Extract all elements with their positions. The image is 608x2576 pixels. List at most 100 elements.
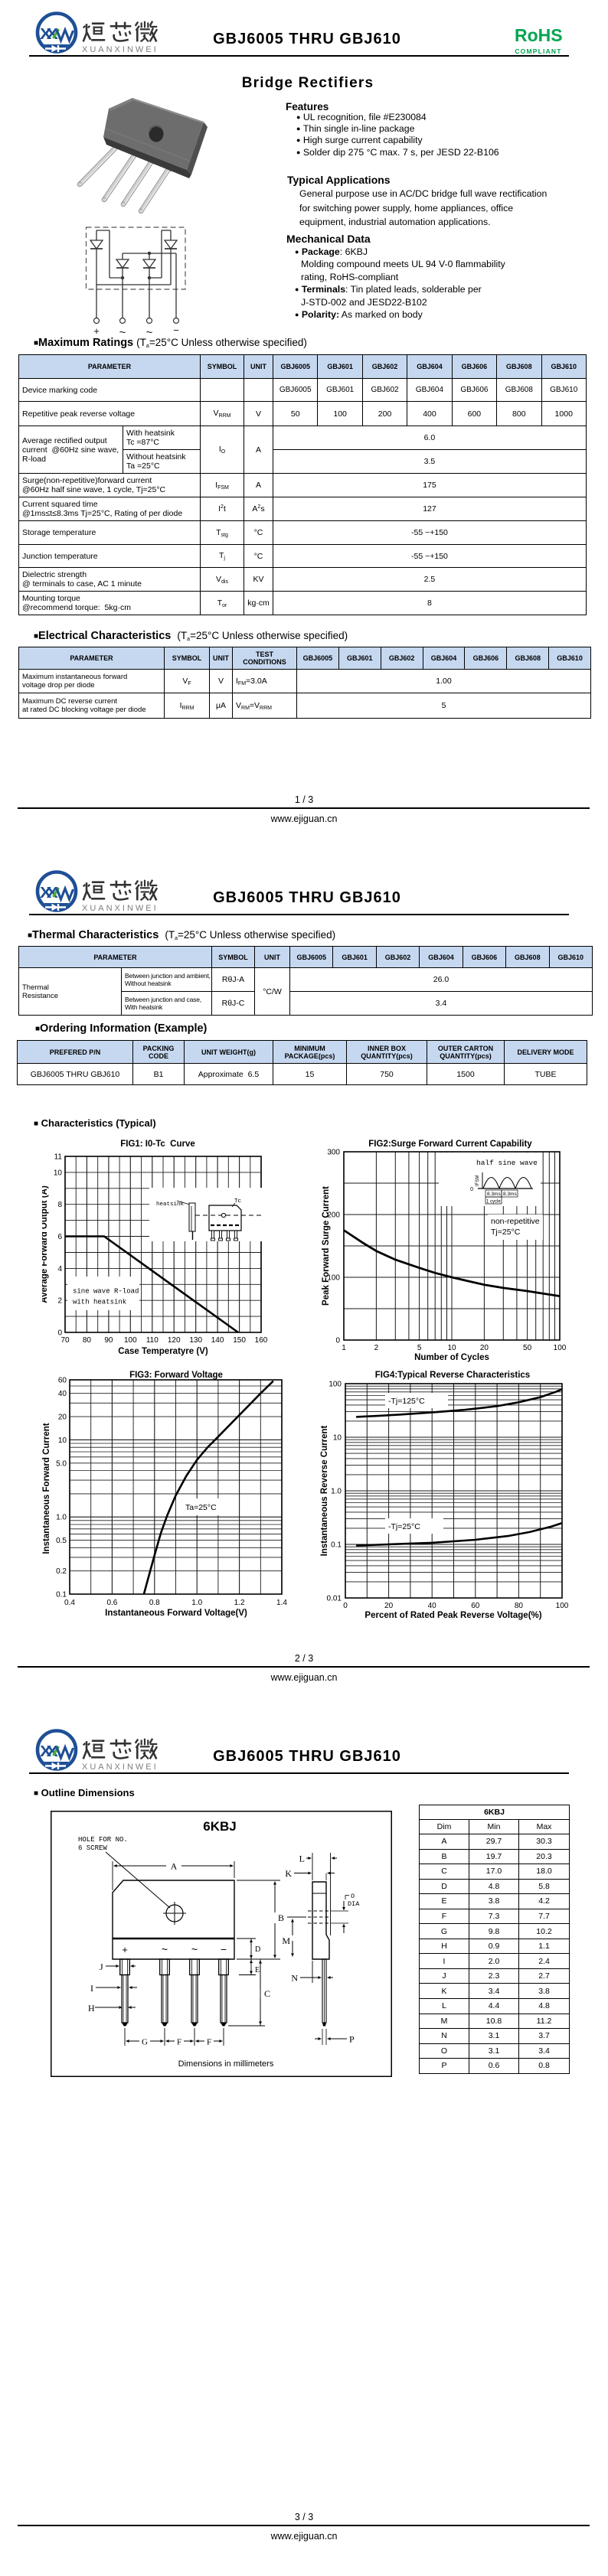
svg-text:DIA: DIA — [348, 1900, 360, 1908]
svg-text:130: 130 — [189, 1336, 202, 1345]
svg-text:6: 6 — [57, 1233, 62, 1241]
svg-text:~: ~ — [119, 326, 126, 339]
svg-text:FIG3: Forward Voltage: FIG3: Forward Voltage — [129, 1371, 223, 1380]
svg-text:0.4: 0.4 — [64, 1599, 75, 1607]
svg-text:10: 10 — [58, 1436, 67, 1445]
svg-text:110: 110 — [146, 1336, 159, 1345]
svg-text:1.2: 1.2 — [234, 1599, 245, 1607]
svg-text:5.0: 5.0 — [56, 1459, 67, 1468]
svg-text:M: M — [282, 1935, 290, 1946]
svg-text:50: 50 — [523, 1344, 532, 1352]
svg-text:120: 120 — [168, 1336, 181, 1345]
svg-text:HOLE FOR NO.: HOLE FOR NO. — [78, 1836, 128, 1844]
svg-text:0.1: 0.1 — [331, 1541, 342, 1550]
svg-text:20: 20 — [58, 1414, 67, 1422]
svg-text:-Tj=125°C: -Tj=125°C — [388, 1397, 425, 1406]
svg-text:10: 10 — [54, 1169, 63, 1177]
svg-text:sine wave R-load: sine wave R-load — [73, 1288, 139, 1296]
svg-text:XUANXINWEI: XUANXINWEI — [82, 904, 159, 913]
svg-text:300: 300 — [327, 1149, 340, 1157]
svg-text:80: 80 — [83, 1336, 92, 1345]
svg-text:1.0: 1.0 — [331, 1488, 342, 1496]
svg-text:C: C — [264, 1988, 270, 1999]
svg-text:20: 20 — [480, 1344, 489, 1352]
svg-text:0.5: 0.5 — [56, 1537, 67, 1545]
svg-text:100: 100 — [124, 1336, 137, 1345]
svg-text:Percent of Rated Peak Reverse: Percent of Rated Peak Reverse Voltage(%) — [364, 1611, 541, 1620]
svg-text:10: 10 — [447, 1344, 456, 1352]
svg-text:0.1: 0.1 — [56, 1591, 67, 1599]
svg-text:2: 2 — [374, 1344, 379, 1352]
svg-text:0.6: 0.6 — [106, 1599, 117, 1607]
svg-text:70: 70 — [60, 1336, 70, 1345]
svg-text:O: O — [351, 1893, 355, 1900]
svg-text:XUANXINWEI: XUANXINWEI — [82, 45, 159, 54]
svg-text:B: B — [278, 1912, 284, 1923]
svg-text:−: − — [173, 324, 179, 336]
svg-text:−: − — [221, 1943, 227, 1955]
svg-text:XUANXINWEI: XUANXINWEI — [82, 1762, 159, 1772]
svg-text:1.4: 1.4 — [276, 1599, 287, 1607]
svg-text:Instantaneous Forward Current: Instantaneous Forward Current — [42, 1423, 51, 1554]
svg-text:A: A — [171, 1861, 178, 1872]
svg-text:0: 0 — [470, 1187, 473, 1192]
svg-text:IFSM: IFSM — [476, 1176, 480, 1186]
svg-text:G: G — [142, 2038, 148, 2047]
svg-text:160: 160 — [255, 1336, 268, 1345]
svg-text:0.01: 0.01 — [327, 1595, 342, 1603]
svg-text:I: I — [90, 1983, 93, 1994]
svg-text:K: K — [285, 1868, 292, 1879]
svg-text:0: 0 — [335, 1337, 340, 1345]
svg-text:100: 100 — [327, 1274, 340, 1283]
svg-text:1.0: 1.0 — [56, 1514, 67, 1522]
svg-text:D: D — [255, 1945, 260, 1954]
svg-text:150: 150 — [233, 1336, 246, 1345]
svg-text:8.3ms: 8.3ms — [487, 1192, 501, 1197]
svg-text:6 SCREW: 6 SCREW — [78, 1844, 107, 1852]
svg-text:8: 8 — [57, 1201, 62, 1209]
svg-text:0.2: 0.2 — [56, 1567, 67, 1576]
svg-text:H: H — [88, 2003, 95, 2014]
svg-text:~: ~ — [162, 1943, 168, 1955]
svg-text:Instantaneous Forward Voltage(: Instantaneous Forward Voltage(V) — [105, 1609, 247, 1618]
svg-text:Instantaneous Reverse Current: Instantaneous Reverse Current — [320, 1426, 329, 1557]
svg-text:J: J — [100, 1961, 103, 1972]
svg-text:Dimensions in millimeters: Dimensions in millimeters — [178, 2059, 274, 2069]
svg-text:1: 1 — [342, 1344, 346, 1352]
svg-text:L: L — [299, 1854, 305, 1864]
svg-text:+: + — [93, 325, 100, 337]
svg-text:0.8: 0.8 — [149, 1599, 160, 1607]
svg-text:100: 100 — [329, 1381, 342, 1389]
svg-text:P: P — [349, 2034, 355, 2045]
svg-text:4: 4 — [57, 1265, 62, 1273]
svg-text:0: 0 — [57, 1329, 62, 1338]
svg-text:140: 140 — [211, 1336, 224, 1345]
svg-text:N: N — [291, 1973, 298, 1984]
svg-text:heatsink: heatsink — [156, 1202, 185, 1208]
svg-text:60: 60 — [58, 1377, 67, 1385]
svg-text:Number of Cycles: Number of Cycles — [414, 1353, 489, 1362]
svg-text:40: 40 — [428, 1602, 437, 1610]
svg-text:1.0: 1.0 — [191, 1599, 202, 1607]
svg-text:non-repetitive: non-repetitive — [491, 1217, 540, 1226]
svg-text:FIG1: I0-Tc Curve: FIG1: I0-Tc Curve — [120, 1140, 195, 1149]
svg-text:Average Forward Output (A): Average Forward Output (A) — [42, 1185, 49, 1303]
svg-text:FIG4:Typical Reverse Character: FIG4:Typical Reverse Characteristics — [375, 1371, 530, 1380]
svg-text:0: 0 — [343, 1602, 348, 1610]
svg-text:1 cycle: 1 cycle — [486, 1200, 501, 1205]
svg-text:11: 11 — [54, 1153, 63, 1162]
svg-text:Tj=25°C: Tj=25°C — [491, 1228, 521, 1237]
svg-text:80: 80 — [515, 1602, 524, 1610]
svg-text:100: 100 — [554, 1344, 567, 1352]
svg-text:Tc: Tc — [234, 1198, 241, 1205]
svg-text:F: F — [177, 2038, 181, 2047]
svg-text:FIG2:Surge Forward Current Cap: FIG2:Surge Forward Current Capability — [368, 1140, 532, 1149]
svg-text:E: E — [255, 1966, 260, 1974]
svg-text:2: 2 — [57, 1297, 62, 1306]
svg-text:90: 90 — [104, 1336, 113, 1345]
svg-text:with heatsink: with heatsink — [73, 1299, 126, 1306]
svg-text:6KBJ: 6KBJ — [203, 1819, 236, 1834]
svg-text:20: 20 — [384, 1602, 394, 1610]
svg-text:-Tj=25°C: -Tj=25°C — [388, 1522, 420, 1531]
svg-text:Case Temperatyre (V): Case Temperatyre (V) — [118, 1347, 208, 1356]
